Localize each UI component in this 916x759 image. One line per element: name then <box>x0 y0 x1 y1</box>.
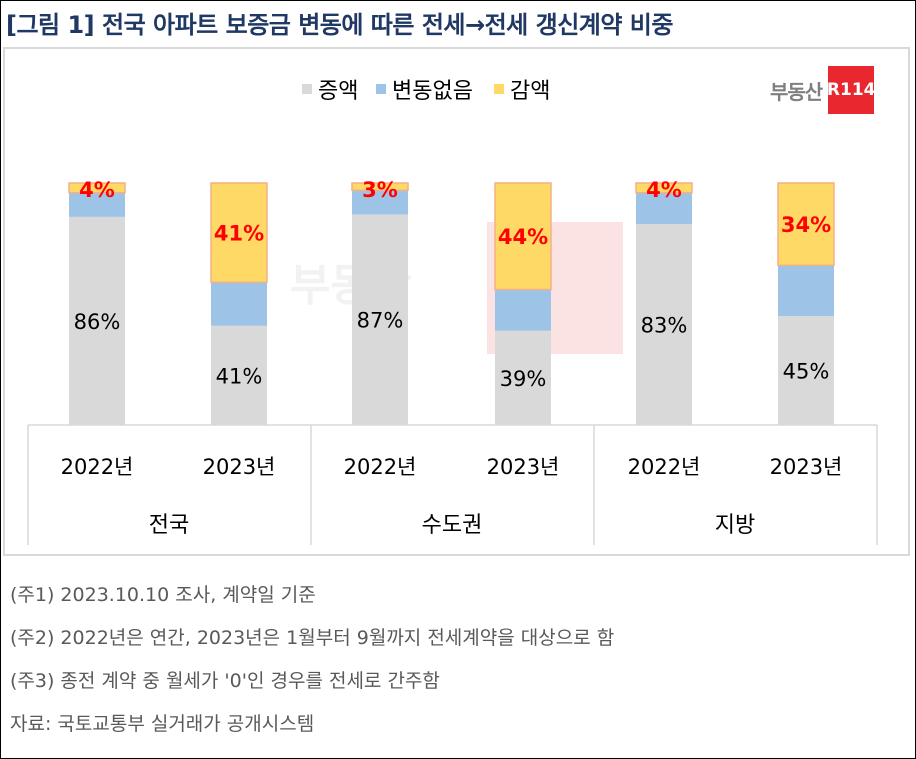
note-1: (주1) 2023.10.10 조사, 계약일 기준 <box>10 584 316 606</box>
bar-segment <box>211 325 267 425</box>
group-label: 전국 <box>149 513 189 538</box>
data-label: 41% <box>216 364 263 388</box>
bar-segment <box>211 282 267 326</box>
r114-logo: 부동산 R114 <box>770 66 876 114</box>
group-label: 지방 <box>715 513 755 538</box>
note-2: (주2) 2022년은 연간, 2023년은 1월부터 9월까지 전세계약을 대… <box>10 627 615 649</box>
bar-segment <box>494 182 552 291</box>
data-label: 86% <box>74 310 121 334</box>
logo-text: 부동산 <box>770 79 823 104</box>
bar-segment <box>636 224 692 425</box>
note-3: (주3) 종전 계약 중 월세가 '0'인 경우를 전세로 간주함 <box>10 670 440 692</box>
bar-segment <box>635 182 693 194</box>
data-label: 41% <box>214 222 264 246</box>
bar-segment <box>68 182 126 194</box>
data-label: 44% <box>498 225 548 249</box>
data-label: 3% <box>362 178 398 202</box>
source-note: 자료: 국토교통부 실거래가 공개시스템 <box>10 713 315 735</box>
bar-segment <box>778 265 834 317</box>
bar-segment <box>777 182 835 267</box>
data-label: 39% <box>500 367 547 391</box>
group-label: 수도권 <box>422 513 483 538</box>
x-tick-label: 2023년 <box>770 455 843 479</box>
logo-mark: R114 <box>827 66 876 114</box>
figure-title: [그림 1] 전국 아파트 보증금 변동에 따른 전세→전세 갱신계약 비중 <box>6 11 673 39</box>
bar-segment <box>495 289 551 331</box>
bar-segment <box>778 316 834 425</box>
legend-label: 변동없음 <box>392 79 473 104</box>
bar-segment <box>210 182 268 283</box>
data-label: 4% <box>79 178 115 202</box>
legend-label: 감액 <box>510 79 550 104</box>
bar-segment <box>636 192 692 225</box>
data-label: 87% <box>357 309 404 333</box>
x-tick-label: 2023년 <box>487 455 560 479</box>
chart-box <box>3 47 910 556</box>
legend-swatch <box>302 84 312 94</box>
bar-segment <box>495 330 551 425</box>
bar-segment <box>69 192 125 217</box>
x-tick-label: 2022년 <box>344 455 417 479</box>
legend-label: 증액 <box>318 79 358 104</box>
x-tick-label: 2022년 <box>628 455 701 479</box>
data-label: 83% <box>641 314 688 338</box>
bar-segment <box>352 190 408 215</box>
x-tick-label: 2023년 <box>203 455 276 479</box>
x-tick-label: 2022년 <box>61 455 134 479</box>
bar-segment <box>69 216 125 425</box>
bar-segment <box>352 214 408 425</box>
data-label: 34% <box>781 213 831 237</box>
data-label: 45% <box>783 360 830 384</box>
bar-segment <box>351 182 409 192</box>
legend-swatch <box>376 84 386 94</box>
data-label: 4% <box>646 178 682 202</box>
legend-swatch <box>494 84 504 94</box>
stacked-bar-chart: 부동산 증액 변동없음 감액 86% 4% 2022년 41% 41% 2023년 87% 3% 202… <box>27 79 878 545</box>
